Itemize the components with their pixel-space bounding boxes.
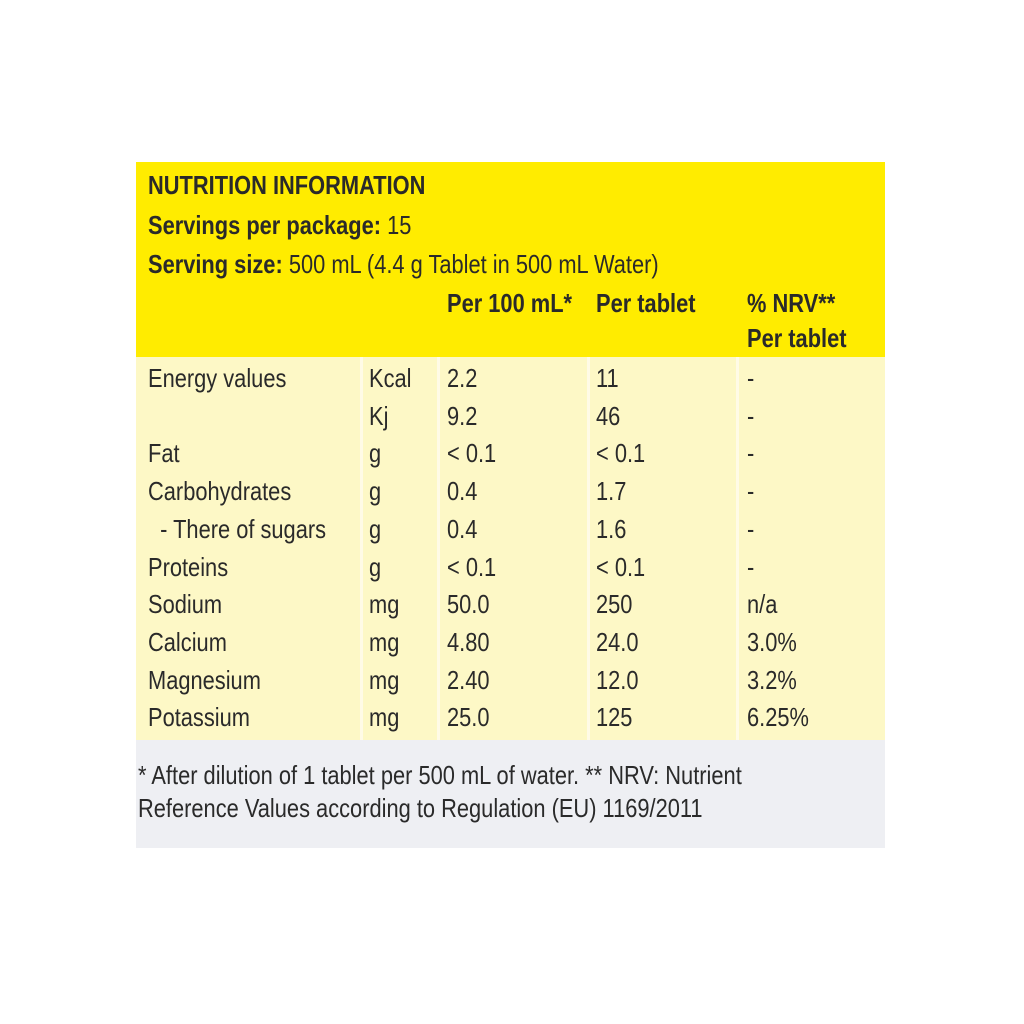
- footnote-line-1: * After dilution of 1 tablet per 500 mL …: [138, 760, 742, 790]
- cell-name: Magnesium: [148, 664, 261, 695]
- cell-per-tablet: 11: [596, 363, 619, 393]
- column-divider: [360, 357, 363, 740]
- cell-nrv: -: [747, 363, 755, 393]
- cell-per100: 9.2: [447, 400, 478, 431]
- cell-nrv: 3.2%: [747, 664, 797, 695]
- cell-unit: mg: [369, 626, 400, 657]
- cell-per-tablet: < 0.1: [596, 438, 646, 469]
- table-header: [136, 162, 885, 357]
- nutrition-table: NUTRITION INFORMATION Servings per packa…: [136, 162, 885, 848]
- cell-unit: mg: [369, 702, 400, 733]
- serving-size-label: Serving size:: [148, 249, 283, 279]
- table-body: [136, 357, 885, 740]
- cell-per-tablet: 46: [596, 400, 621, 431]
- cell-unit: g: [369, 551, 382, 582]
- cell-per-tablet: 24.0: [596, 626, 639, 657]
- cell-per100: 50.0: [447, 589, 490, 620]
- cell-unit: mg: [369, 664, 400, 695]
- cell-nrv: -: [747, 438, 755, 469]
- cell-per-tablet: 125: [596, 702, 633, 733]
- cell-name: Potassium: [148, 702, 250, 733]
- serving-size-value: 500 mL (4.4 g Tablet in 500 mL Water): [288, 249, 659, 279]
- cell-per-tablet: 1.6: [596, 513, 627, 544]
- cell-per100: 0.4: [447, 476, 478, 507]
- serving-size-line: Serving size: 500 mL (4.4 g Tablet in 50…: [148, 249, 659, 279]
- cell-unit: g: [369, 438, 382, 469]
- cell-per100: 25.0: [447, 702, 490, 733]
- cell-nrv: n/a: [747, 589, 778, 620]
- cell-name: Energy values: [148, 363, 287, 393]
- servings-line: Servings per package: 15: [148, 210, 411, 240]
- column-header-per-tablet: Per tablet: [596, 288, 696, 318]
- cell-nrv: -: [747, 400, 755, 431]
- cell-unit: g: [369, 476, 382, 507]
- cell-name: Proteins: [148, 551, 229, 582]
- cell-per-tablet: 1.7: [596, 476, 627, 507]
- footnote-line-2: Reference Values according to Regulation…: [138, 793, 703, 823]
- column-header-per100: Per 100 mL*: [447, 288, 573, 318]
- column-header-nrv: % NRV**: [747, 288, 836, 318]
- cell-nrv: -: [747, 551, 755, 582]
- cell-nrv: 6.25%: [747, 702, 809, 733]
- cell-per100: < 0.1: [447, 438, 497, 469]
- cell-per100: 2.2: [447, 363, 478, 393]
- cell-per100: 0.4: [447, 513, 478, 544]
- cell-unit: Kj: [369, 400, 389, 431]
- cell-nrv: -: [747, 513, 755, 544]
- cell-name: Carbohydrates: [148, 476, 292, 507]
- servings-label: Servings per package:: [148, 210, 382, 240]
- cell-per100: 4.80: [447, 626, 490, 657]
- cell-per-tablet: 250: [596, 589, 633, 620]
- footnote-area: [136, 740, 885, 848]
- cell-name: Fat: [148, 438, 180, 469]
- cell-unit: mg: [369, 589, 400, 620]
- cell-per100: < 0.1: [447, 551, 497, 582]
- servings-value: 15: [387, 210, 412, 240]
- column-divider: [437, 357, 440, 740]
- column-header-nrv-sub: Per tablet: [747, 323, 847, 353]
- cell-per-tablet: 12.0: [596, 664, 639, 695]
- cell-unit: Kcal: [369, 363, 412, 393]
- cell-unit: g: [369, 513, 382, 544]
- cell-per-tablet: < 0.1: [596, 551, 646, 582]
- cell-name: - There of sugars: [148, 513, 327, 544]
- cell-nrv: -: [747, 476, 755, 507]
- cell-name: Calcium: [148, 626, 227, 657]
- cell-per100: 2.40: [447, 664, 490, 695]
- cell-name: Sodium: [148, 589, 223, 620]
- column-divider: [736, 357, 739, 740]
- table-title: NUTRITION INFORMATION: [148, 170, 426, 200]
- column-divider: [587, 357, 590, 740]
- cell-nrv: 3.0%: [747, 626, 797, 657]
